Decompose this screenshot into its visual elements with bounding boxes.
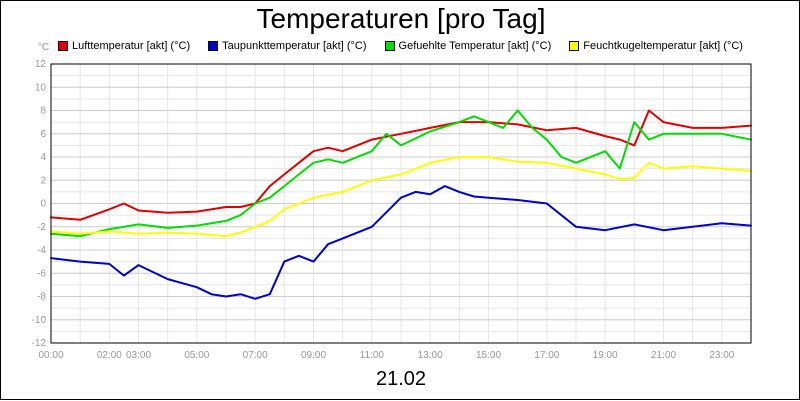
legend: Lufttemperatur [akt] (°C) Taupunkttemper… <box>58 39 743 53</box>
legend-swatch-taupunkttemperatur <box>208 41 219 51</box>
y-tick-label: -12 <box>32 338 47 349</box>
plot-border <box>50 63 752 344</box>
series-line-0 <box>50 109 752 221</box>
x-tick-label: 05:00 <box>184 350 209 361</box>
legend-label-feuchtkugeltemperatur: Feuchtkugeltemperatur [akt] (°C) <box>583 40 743 52</box>
legend-label-gefuehlte-temperatur: Gefuehlte Temperatur [akt] (°C) <box>398 40 552 52</box>
y-tick-label: -6 <box>37 268 46 279</box>
x-tick-label: 03:00 <box>126 350 151 361</box>
y-tick-label: 0 <box>40 199 46 210</box>
legend-entry-feuchtkugeltemperatur: Feuchtkugeltemperatur [akt] (°C) <box>569 39 743 53</box>
x-tick-label: 13:00 <box>418 350 443 361</box>
series-line-1 <box>50 185 752 300</box>
y-tick-label: -4 <box>37 245 46 256</box>
x-tick-label: 02:00 <box>97 350 122 361</box>
x-tick-label: 21:00 <box>651 350 676 361</box>
y-tick-label: 12 <box>35 59 47 70</box>
y-tick-label: -10 <box>32 315 47 326</box>
legend-label-lufttemperatur: Lufttemperatur [akt] (°C) <box>72 40 191 52</box>
legend-swatch-feuchtkugeltemperatur <box>569 41 580 51</box>
legend-entry-lufttemperatur: Lufttemperatur [akt] (°C) <box>58 39 190 53</box>
series-line-2 <box>50 109 752 238</box>
y-tick-label: -2 <box>37 222 46 233</box>
y-tick-label: -8 <box>37 292 46 303</box>
legend-swatch-gefuehlte-temperatur <box>384 41 395 51</box>
legend-entry-taupunkttemperatur: Taupunkttemperatur [akt] (°C) <box>208 39 367 53</box>
legend-swatch-lufttemperatur <box>58 41 68 51</box>
x-tick-label: 15:00 <box>476 350 501 361</box>
x-tick-label: 00:00 <box>38 350 63 361</box>
x-tick-label: 19:00 <box>593 350 618 361</box>
x-tick-label: 07:00 <box>243 350 268 361</box>
date-label: 21.02 <box>375 368 427 390</box>
legend-entry-gefuehlte-temperatur: Gefuehlte Temperatur [akt] (°C) <box>384 39 552 53</box>
x-tick-label: 17:00 <box>534 350 559 361</box>
x-tick-label: 09:00 <box>301 350 326 361</box>
y-tick-label: 8 <box>40 106 46 117</box>
series-line-3 <box>50 156 752 238</box>
y-tick-label: 2 <box>40 175 46 186</box>
x-tick-label: 11:00 <box>360 350 385 361</box>
y-tick-label: 10 <box>35 82 47 93</box>
legend-label-taupunkttemperatur: Taupunkttemperatur [akt] (°C) <box>222 40 367 52</box>
chart-title: Temperaturen [pro Tag] <box>256 3 546 34</box>
y-axis-unit-label: °C <box>38 42 50 53</box>
y-tick-label: 6 <box>40 129 46 140</box>
y-tick-label: 4 <box>40 152 46 163</box>
x-tick-label: 23:00 <box>709 350 734 361</box>
